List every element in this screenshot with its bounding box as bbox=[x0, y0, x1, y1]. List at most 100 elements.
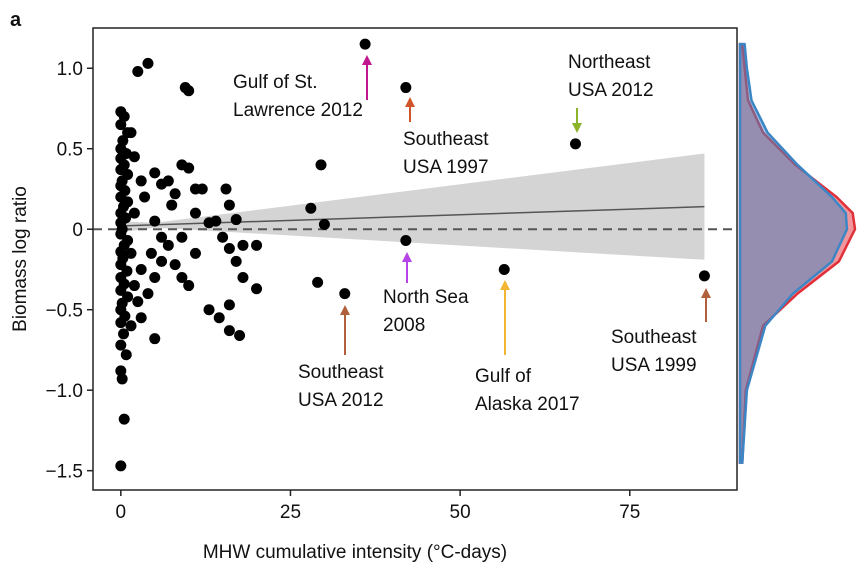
data-point bbox=[115, 119, 127, 131]
annotation-text: USA 1999 bbox=[611, 355, 697, 376]
plot-frame bbox=[92, 27, 738, 491]
data-point bbox=[166, 199, 178, 211]
data-point bbox=[217, 231, 229, 243]
data-point bbox=[120, 349, 132, 361]
data-point bbox=[116, 373, 128, 385]
data-point bbox=[118, 413, 130, 425]
data-point bbox=[213, 312, 225, 324]
y-tick-label: 1.0 bbox=[57, 59, 83, 80]
data-point bbox=[234, 329, 246, 341]
data-point bbox=[132, 65, 144, 77]
data-point bbox=[176, 272, 188, 284]
data-point bbox=[359, 38, 371, 50]
x-tick-label: 75 bbox=[619, 502, 640, 523]
data-point bbox=[156, 255, 168, 267]
data-point bbox=[162, 239, 174, 251]
data-point bbox=[169, 188, 181, 200]
arrow-head bbox=[701, 288, 711, 298]
data-point bbox=[569, 138, 581, 150]
arrow-head bbox=[405, 97, 415, 107]
y-tick-label: 0 bbox=[72, 220, 83, 241]
data-point bbox=[145, 247, 157, 259]
data-point bbox=[139, 191, 151, 203]
data-point bbox=[230, 214, 242, 226]
data-point bbox=[135, 175, 147, 187]
data-point bbox=[156, 231, 168, 243]
data-point bbox=[251, 283, 263, 295]
annotation-text: USA 1997 bbox=[403, 157, 489, 178]
data-point bbox=[305, 202, 317, 214]
density-curve bbox=[738, 42, 849, 464]
data-point bbox=[400, 234, 412, 246]
annotation-text: Southeast bbox=[403, 129, 489, 150]
data-point bbox=[223, 299, 235, 311]
data-point bbox=[176, 231, 188, 243]
data-point bbox=[220, 183, 232, 195]
y-tick-label: −1.5 bbox=[45, 462, 83, 483]
data-point bbox=[237, 239, 249, 251]
data-point bbox=[162, 175, 174, 187]
data-point bbox=[128, 207, 140, 219]
data-point bbox=[698, 270, 710, 282]
data-point bbox=[149, 215, 161, 227]
data-point bbox=[125, 127, 137, 139]
annotation-text: USA 2012 bbox=[568, 80, 654, 101]
data-point bbox=[115, 339, 127, 351]
annotation-text: USA 2012 bbox=[298, 390, 384, 411]
data-point bbox=[189, 247, 201, 259]
data-point bbox=[142, 288, 154, 300]
x-axis-label: MHW cumulative intensity (°C-days) bbox=[203, 542, 507, 563]
annotation-text: Alaska 2017 bbox=[475, 394, 580, 415]
annotation-text: North Sea bbox=[383, 287, 469, 308]
data-point bbox=[128, 280, 140, 292]
data-point bbox=[149, 167, 161, 179]
confidence-band bbox=[120, 153, 705, 260]
data-point bbox=[125, 247, 137, 259]
annotation-text: Northeast bbox=[568, 52, 651, 73]
data-point bbox=[400, 82, 412, 94]
annotation-text: Lawrence 2012 bbox=[233, 100, 363, 121]
data-point bbox=[203, 304, 215, 316]
data-point bbox=[125, 320, 137, 332]
data-point bbox=[203, 217, 215, 229]
annotation-text: Southeast bbox=[611, 327, 697, 348]
arrow-head bbox=[572, 123, 582, 133]
annotation-text: Southeast bbox=[298, 362, 384, 383]
x-tick-label: 0 bbox=[116, 502, 127, 523]
data-point bbox=[196, 183, 208, 195]
x-tick-label: 50 bbox=[450, 502, 471, 523]
data-point bbox=[115, 317, 127, 329]
data-point bbox=[135, 263, 147, 275]
y-tick-label: −0.5 bbox=[45, 301, 83, 322]
data-point bbox=[132, 296, 144, 308]
arrow-head bbox=[402, 252, 412, 262]
arrow-head bbox=[362, 55, 372, 65]
data-point bbox=[223, 325, 235, 337]
y-axis-label: Biomass log ratio bbox=[10, 186, 31, 332]
y-tick-label: −1.0 bbox=[45, 381, 83, 402]
annotation-text: 2008 bbox=[383, 315, 425, 336]
annotation-text: Gulf of bbox=[475, 366, 532, 387]
x-tick-label: 25 bbox=[280, 502, 301, 523]
data-point bbox=[135, 312, 147, 324]
data-point bbox=[223, 243, 235, 255]
data-point bbox=[237, 272, 249, 284]
data-point bbox=[339, 288, 351, 300]
data-point bbox=[498, 263, 510, 275]
data-point bbox=[142, 57, 154, 69]
data-point bbox=[312, 276, 324, 288]
data-point bbox=[183, 162, 195, 174]
data-point bbox=[251, 239, 263, 251]
data-point bbox=[149, 272, 161, 284]
data-point bbox=[230, 255, 242, 267]
arrow-head bbox=[500, 280, 510, 290]
data-point bbox=[183, 280, 195, 292]
panel-label: a bbox=[10, 9, 22, 31]
data-point bbox=[115, 460, 127, 472]
data-point bbox=[128, 151, 140, 163]
data-point bbox=[169, 259, 181, 271]
annotation-text: Gulf of St. bbox=[233, 72, 317, 93]
data-point bbox=[183, 85, 195, 97]
arrow-head bbox=[340, 305, 350, 315]
